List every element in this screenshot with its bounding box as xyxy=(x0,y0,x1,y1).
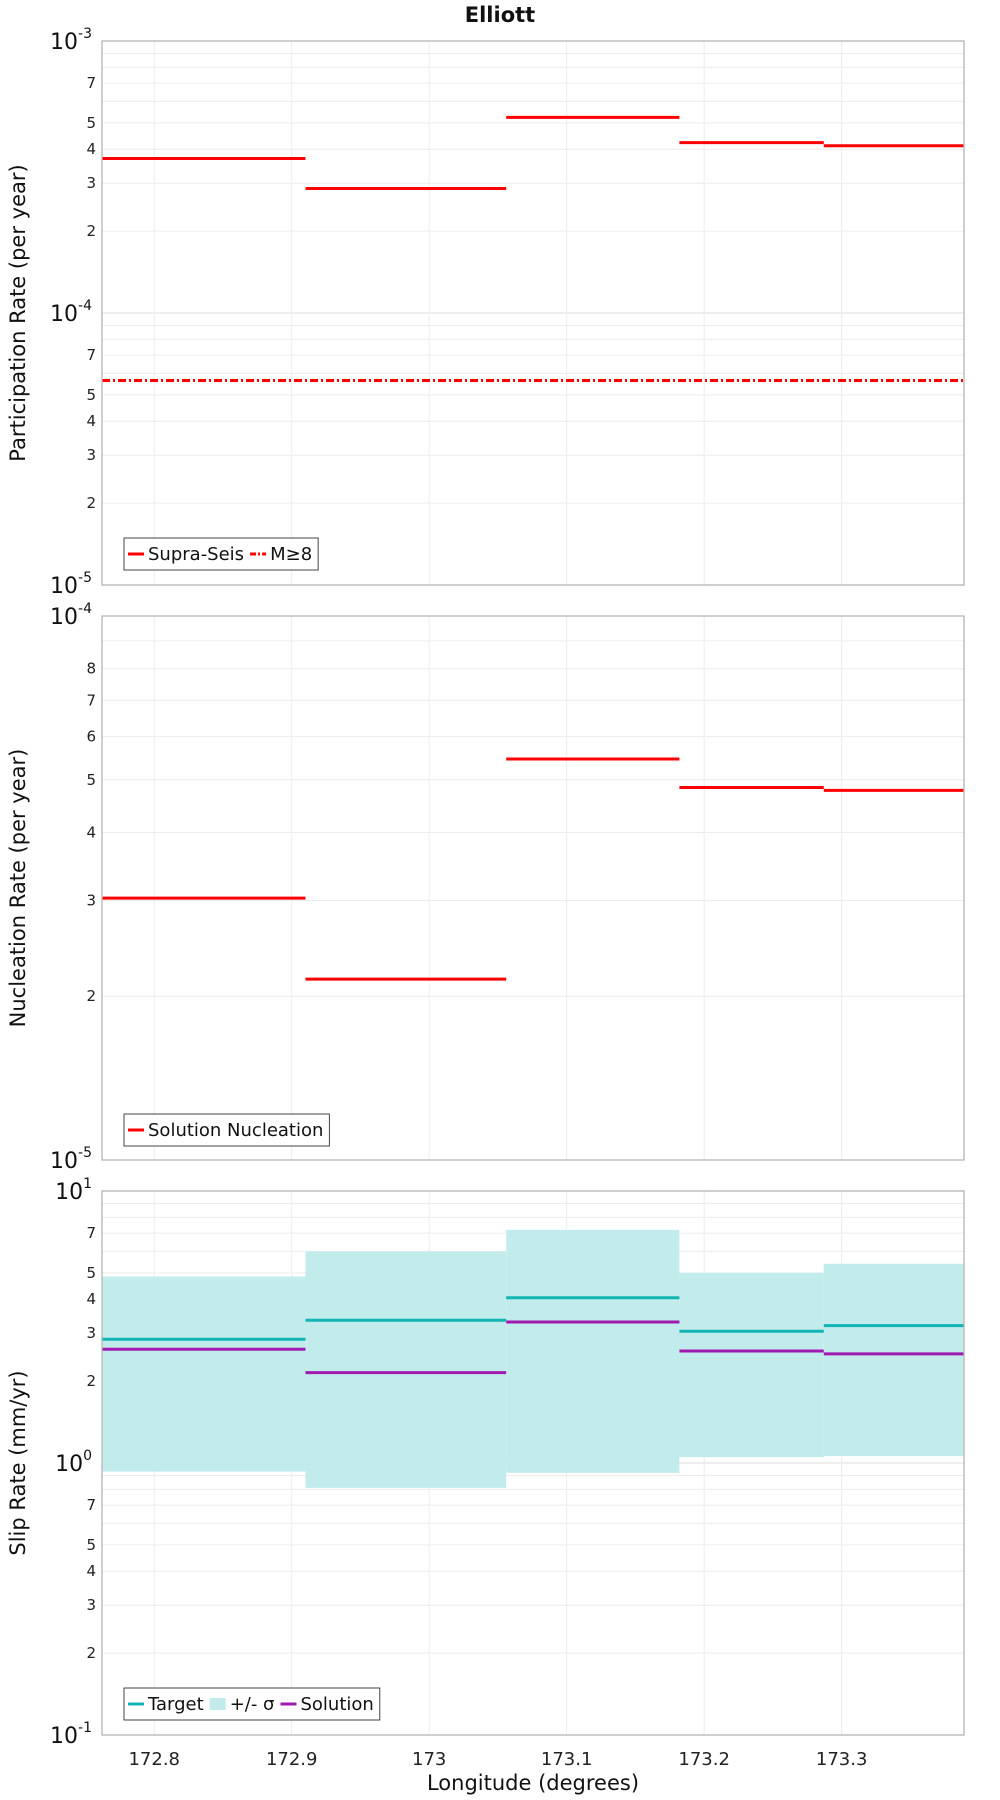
y-tick-label: 6 xyxy=(86,728,96,746)
panel-3: 2 3 4 5 7 2 3 4 5 7 10-1 100 101 Slip Rate (mm/yr) Tar… xyxy=(6,1176,965,1749)
grid xyxy=(102,41,964,586)
legend-label: Solution Nucleation xyxy=(148,1120,323,1141)
x-tick-label: 172.8 xyxy=(128,1749,180,1770)
y-ticks: 2 3 4 5 6 7 8 10-5 10-4 xyxy=(50,601,96,1174)
x-tick-label: 173.2 xyxy=(678,1749,730,1770)
y-tick-label: 100 xyxy=(55,1448,92,1477)
y-tick-label: 4 xyxy=(86,1562,96,1580)
x-tick-label: 173 xyxy=(412,1749,446,1770)
chart-title: Elliott xyxy=(465,3,535,27)
y-tick-label: 3 xyxy=(86,446,96,464)
x-tick-label: 173.1 xyxy=(541,1749,593,1770)
y-tick-label: 10-4 xyxy=(50,601,92,630)
y-tick-label: 4 xyxy=(86,412,96,430)
series-1 xyxy=(102,115,964,190)
x-axis-label: Longitude (degrees) xyxy=(427,1771,639,1795)
legend-label: Supra-Seis xyxy=(148,544,244,565)
y-tick-label: 5 xyxy=(86,1264,96,1282)
y-tick-label: 8 xyxy=(86,660,96,678)
band-segment xyxy=(679,1272,824,1458)
legend-box xyxy=(123,1687,381,1721)
y-tick-label: 101 xyxy=(55,1176,92,1205)
sigma-band xyxy=(102,1229,964,1488)
y-tick-label: 5 xyxy=(86,1536,96,1554)
band-segment xyxy=(823,1263,964,1457)
legend: Target +/- σ Solution xyxy=(123,1687,381,1721)
plot-area xyxy=(102,616,964,1160)
legend-swatch xyxy=(209,1698,226,1710)
y-tick-label: 2 xyxy=(86,494,96,512)
legend-box xyxy=(123,1113,330,1147)
y-tick-label: 3 xyxy=(86,1596,96,1614)
plot-border xyxy=(101,615,965,1161)
y-tick-label: 7 xyxy=(86,1224,96,1242)
band-segment xyxy=(305,1251,507,1488)
legend-box xyxy=(123,537,319,571)
band-segment xyxy=(506,1229,680,1473)
legend: Solution Nucleation xyxy=(123,1113,330,1147)
y-axis-label: Slip Rate (mm/yr) xyxy=(6,1370,30,1555)
y-tick-label: 5 xyxy=(86,114,96,132)
y-tick-label: 3 xyxy=(86,1324,96,1342)
y-tick-label: 2 xyxy=(86,1372,96,1390)
y-tick-label: 7 xyxy=(86,346,96,364)
y-tick-label: 10-5 xyxy=(50,570,92,599)
legend: Supra-Seis M≥8 xyxy=(123,537,319,571)
y-axis-label: Nucleation Rate (per year) xyxy=(6,749,30,1028)
y-tick-label: 10-4 xyxy=(50,298,92,327)
y-ticks: 2 3 4 5 7 2 3 4 5 7 10-1 100 101 xyxy=(50,1176,96,1749)
x-tick-label: 173.3 xyxy=(816,1749,868,1770)
plot-border xyxy=(101,1190,965,1736)
plot-border xyxy=(101,40,965,586)
legend-label: M≥8 xyxy=(270,544,312,565)
y-tick-label: 7 xyxy=(86,1496,96,1514)
legend-label: Target xyxy=(147,1694,204,1715)
y-tick-label: 10-1 xyxy=(50,1720,92,1749)
y-ticks: 2 3 4 5 7 2 3 4 5 7 10-5 10-4 10-3 xyxy=(50,26,96,599)
grid xyxy=(102,616,964,1161)
y-tick-label: 3 xyxy=(86,174,96,192)
series-1 xyxy=(102,1296,964,1341)
x-axis: 172.8 172.9 173 173.1 173.2 173.3 xyxy=(128,1749,867,1770)
y-tick-label: 4 xyxy=(86,823,96,841)
y-tick-label: 4 xyxy=(86,1290,96,1308)
y-tick-label: 10-5 xyxy=(50,1145,92,1174)
y-tick-label: 4 xyxy=(86,140,96,158)
y-tick-label: 7 xyxy=(86,74,96,92)
panel-2: 2 3 4 5 6 7 8 10-5 10-4 Nucleation Rate (per year… xyxy=(6,601,965,1174)
series-2 xyxy=(102,1320,964,1375)
y-tick-label: 10-3 xyxy=(50,26,92,55)
series-1 xyxy=(102,757,964,981)
y-axis-label: Participation Rate (per year) xyxy=(6,164,30,461)
legend-label: +/- σ xyxy=(230,1694,275,1715)
band-segment xyxy=(102,1276,306,1472)
y-tick-label: 5 xyxy=(86,771,96,789)
panel-1: 2 3 4 5 7 2 3 4 5 7 10-5 10-4 10-3 Participation Rate… xyxy=(6,26,965,599)
x-tick-label: 172.9 xyxy=(266,1749,318,1770)
y-tick-label: 2 xyxy=(86,1644,96,1662)
y-tick-label: 3 xyxy=(86,891,96,909)
legend-label: Solution xyxy=(300,1694,373,1715)
y-tick-label: 2 xyxy=(86,987,96,1005)
y-tick-label: 2 xyxy=(86,222,96,240)
y-tick-label: 7 xyxy=(86,691,96,709)
y-tick-label: 5 xyxy=(86,386,96,404)
